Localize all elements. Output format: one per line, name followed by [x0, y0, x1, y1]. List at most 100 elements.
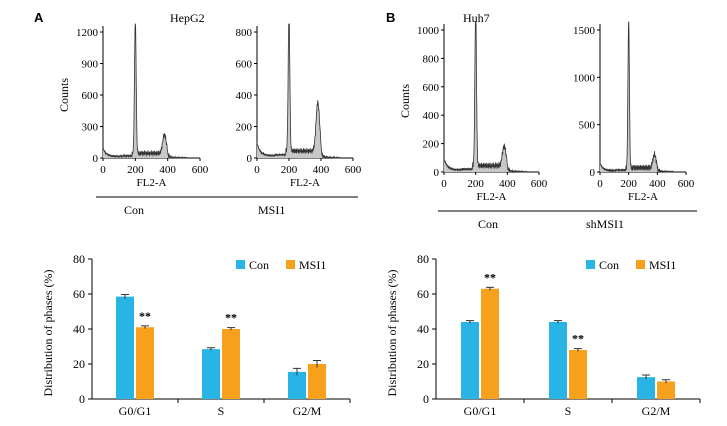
hist-x-axis-label: FL2-A — [628, 191, 658, 203]
hist-y-tick-label: 400 — [236, 90, 253, 102]
group-label-con-a: Con — [124, 203, 144, 217]
legend-label-con: Con — [599, 258, 619, 272]
bar-y-tick-label: 40 — [73, 322, 85, 336]
bar-msi1 — [308, 364, 326, 399]
hist-x-tick-label: 200 — [281, 164, 298, 176]
bar-category-label: G2/M — [642, 404, 671, 418]
legend-swatch-msi1 — [636, 260, 645, 269]
hist-x-tick-label: 200 — [620, 178, 637, 190]
bar-con — [288, 371, 306, 399]
bar-msi1 — [657, 381, 675, 399]
hist-area — [444, 22, 527, 172]
group-label-msi1-a: MSI1 — [258, 203, 285, 217]
bar-y-tick-label: 80 — [417, 252, 429, 266]
hist-x-axis-label: FL2-A — [137, 177, 167, 189]
bar-msi1 — [222, 329, 240, 399]
hist-y-tick-label: 800 — [236, 27, 253, 39]
bar-category-label: S — [565, 404, 572, 418]
bar-msi1 — [569, 350, 587, 399]
hist-y-tick-label: 0 — [247, 153, 253, 165]
bar-con — [637, 377, 655, 399]
hist-area — [257, 24, 341, 158]
bar-category-label: S — [218, 404, 225, 418]
hist-y-tick-label: 1500 — [573, 25, 596, 37]
hist-x-tick-label: 0 — [441, 178, 447, 190]
legend-swatch-con — [236, 260, 245, 269]
hist-x-tick-label: 400 — [159, 164, 176, 176]
hist-y-tick-label: 600 — [423, 82, 440, 94]
bar-category-label: G2/M — [293, 404, 322, 418]
legend-label-con: Con — [249, 258, 269, 272]
significance-marker: ** — [225, 311, 237, 325]
hist-x-tick-label: 400 — [313, 164, 330, 176]
hist-area — [103, 24, 188, 158]
hist-y-tick-label: 300 — [82, 122, 99, 134]
hist-y-tick-label: 0 — [590, 167, 596, 179]
significance-marker: ** — [484, 270, 496, 284]
hist-y-tick-label: 1000 — [417, 25, 440, 37]
hist-x-axis-label: FL2-A — [477, 191, 507, 203]
bar-y-tick-label: 0 — [79, 392, 85, 406]
hist-x-tick-label: 600 — [678, 178, 695, 190]
group-label-con-b: Con — [478, 217, 498, 231]
bar-y-tick-label: 60 — [417, 287, 429, 301]
hist-y-tick-label: 600 — [82, 90, 99, 102]
bar-y-tick-label: 40 — [417, 322, 429, 336]
bar-category-label: G0/G1 — [464, 404, 497, 418]
hist-trace — [256, 23, 341, 160]
group-label-shmsi1-b: shMSI1 — [586, 217, 624, 231]
hist-x-tick-label: 200 — [467, 178, 484, 190]
legend-swatch-con — [586, 260, 595, 269]
hist-x-tick-label: 600 — [345, 164, 362, 176]
legend-label-msi1: MSI1 — [649, 258, 676, 272]
hist-y-tick-label: 1200 — [76, 27, 99, 39]
panel-letter-a: A — [34, 10, 44, 25]
hist-x-tick-label: 0 — [254, 164, 260, 176]
hist-x-tick-label: 0 — [100, 164, 106, 176]
panel-letter-b: B — [386, 10, 395, 25]
bar-con — [202, 349, 220, 399]
hist-x-tick-label: 600 — [531, 178, 548, 190]
hist-y-tick-label: 1000 — [573, 72, 596, 84]
legend-label-msi1: MSI1 — [299, 258, 326, 272]
bar-y-axis-label: Distribution of phases (%) — [41, 270, 55, 397]
hist-y-tick-label: 800 — [423, 53, 440, 65]
bar-y-tick-label: 80 — [73, 252, 85, 266]
hist-x-tick-label: 200 — [127, 164, 144, 176]
hist-y-tick-label: 600 — [236, 59, 253, 71]
hist-y-tick-label: 900 — [82, 59, 99, 71]
hist-trace — [443, 21, 527, 174]
hist-y-tick-label: 200 — [236, 122, 253, 134]
cell-line-label-b: Huh7 — [463, 11, 490, 25]
hist-x-tick-label: 400 — [499, 178, 516, 190]
hist-y-tick-label: 400 — [423, 110, 440, 122]
bar-msi1 — [136, 327, 154, 399]
hist-y-tick-label: 200 — [423, 139, 440, 151]
hist-y-tick-label: 500 — [579, 120, 596, 132]
bar-y-tick-label: 20 — [417, 357, 429, 371]
bar-y-tick-label: 20 — [73, 357, 85, 371]
bar-con — [461, 322, 479, 399]
hist-y-axis-label: Counts — [57, 78, 71, 112]
legend-swatch-msi1 — [286, 260, 295, 269]
hist-trace — [102, 23, 188, 160]
hist-area — [600, 22, 675, 172]
bar-con — [549, 322, 567, 399]
hist-x-tick-label: 400 — [649, 178, 666, 190]
hist-y-axis-label: Counts — [398, 84, 412, 118]
cell-line-label-a: HepG2 — [170, 11, 205, 25]
significance-marker: ** — [572, 332, 584, 346]
bar-y-tick-label: 0 — [423, 392, 429, 406]
hist-x-tick-label: 600 — [192, 164, 209, 176]
significance-marker: ** — [139, 309, 151, 323]
bar-category-label: G0/G1 — [119, 404, 152, 418]
hist-y-tick-label: 0 — [434, 167, 440, 179]
hist-x-axis-label: FL2-A — [290, 177, 320, 189]
hist-y-tick-label: 0 — [93, 153, 99, 165]
bar-y-axis-label: Distribution of phases (%) — [385, 270, 399, 397]
hist-trace — [599, 21, 675, 174]
bar-con — [116, 296, 134, 399]
bar-msi1 — [481, 288, 499, 399]
hist-x-tick-label: 0 — [597, 178, 603, 190]
